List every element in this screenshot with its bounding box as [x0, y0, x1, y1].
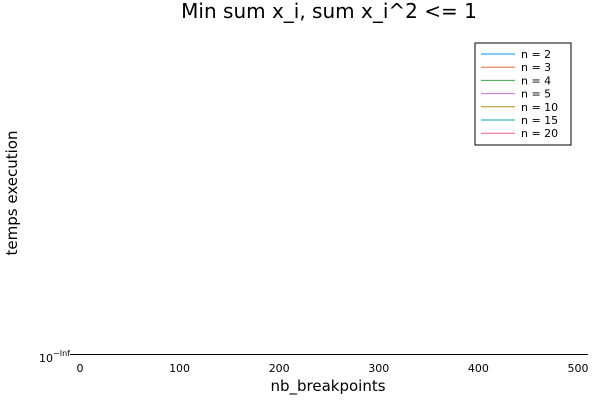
legend-label: n = 5: [521, 88, 551, 101]
legend-label: n = 15: [521, 114, 558, 127]
x-tick-label: 300: [368, 362, 389, 375]
x-tick-label: 200: [269, 362, 290, 375]
legend-label: n = 4: [521, 74, 551, 87]
legend-label: n = 10: [521, 101, 558, 114]
legend-label: n = 2: [521, 48, 551, 61]
y-axis-label: temps execution: [3, 131, 21, 256]
x-tick-label: 400: [468, 362, 489, 375]
y-tick: 10−Inf: [39, 349, 70, 365]
y-tick-exponent: −Inf: [53, 349, 70, 358]
y-tick-label: 10−Inf: [39, 349, 70, 365]
x-ticks: 0 100 200 300 400 500: [76, 362, 588, 375]
x-tick-label: 100: [169, 362, 190, 375]
legend-label: n = 20: [521, 127, 558, 140]
x-tick-label: 500: [568, 362, 589, 375]
legend: n = 2n = 3n = 4n = 5n = 10n = 15n = 20: [474, 42, 572, 146]
chart-title: Min sum x_i, sum x_i^2 <= 1: [181, 0, 477, 23]
legend-label: n = 3: [521, 61, 551, 74]
x-tick-label: 0: [76, 362, 83, 375]
y-tick-base: 10: [39, 352, 53, 365]
x-axis-label: nb_breakpoints: [270, 377, 385, 396]
